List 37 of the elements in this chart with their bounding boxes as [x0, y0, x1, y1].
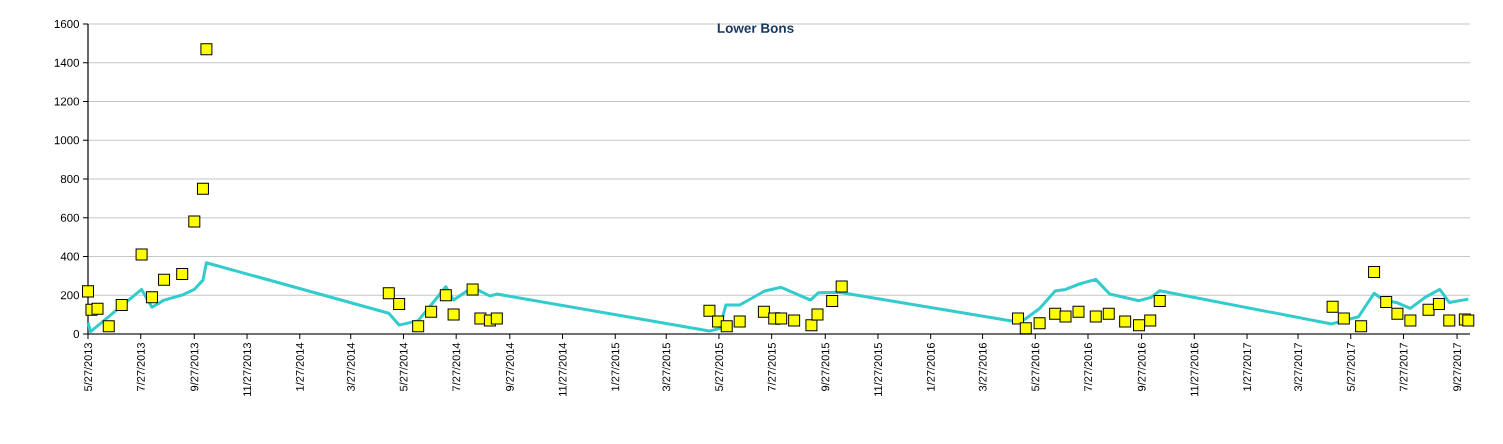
x-tick-label: 5/27/2017 — [1346, 343, 1355, 392]
y-tick-label: 200 — [60, 291, 80, 300]
x-tick-label: 7/27/2013 — [136, 343, 145, 391]
y-tick-label: 1400 — [54, 58, 80, 67]
x-tick-label: 9/27/2013 — [190, 343, 199, 391]
x-tick-label: 7/27/2017 — [1399, 343, 1408, 391]
x-tick-label: 5/27/2014 — [399, 342, 408, 392]
x-tick-label: 5/27/2013 — [83, 343, 93, 392]
x-tick-label: 7/27/2015 — [767, 343, 776, 391]
chart-title: Lower Bons — [717, 23, 794, 33]
y-tick-label: 1000 — [54, 136, 80, 145]
y-tick-label: 400 — [60, 252, 80, 261]
x-tick-label: 11/27/2016 — [1190, 343, 1199, 396]
x-tick-label: 9/27/2017 — [1453, 343, 1462, 391]
y-tick-label: 1200 — [54, 97, 80, 106]
x-tick-label: 1/27/2017 — [1243, 343, 1252, 391]
x-tick-label: 1/27/2016 — [926, 343, 935, 391]
x-tick-label: 3/27/2016 — [978, 343, 987, 392]
y-tick-label: 800 — [60, 174, 80, 184]
x-tick-label: 3/27/2015 — [662, 343, 671, 392]
x-tick-label: 11/27/2013 — [243, 343, 252, 396]
x-tick-label: 7/27/2014 — [452, 342, 461, 391]
x-tick-label: 9/27/2014 — [505, 342, 514, 391]
x-tick-label: 5/27/2016 — [1031, 343, 1040, 392]
y-tick-label: 1600 — [54, 19, 80, 29]
y-tick-label: 600 — [60, 213, 80, 222]
x-tick-label: 1/27/2014 — [295, 342, 304, 391]
x-tick-label: 9/27/2015 — [821, 343, 830, 391]
x-tick-label: 3/27/2017 — [1293, 343, 1303, 392]
x-tick-label: 3/27/2014 — [346, 342, 355, 392]
x-tick-label: 7/27/2016 — [1083, 343, 1093, 391]
y-tick-label: 0 — [73, 329, 80, 339]
x-tick-label: 11/27/2015 — [873, 343, 883, 396]
x-tick-label: 11/27/2014 — [558, 342, 567, 396]
x-tick-label: 9/27/2016 — [1137, 343, 1146, 391]
x-tick-label: 5/27/2015 — [714, 343, 723, 392]
x-tick-label: 1/27/2015 — [611, 343, 620, 391]
